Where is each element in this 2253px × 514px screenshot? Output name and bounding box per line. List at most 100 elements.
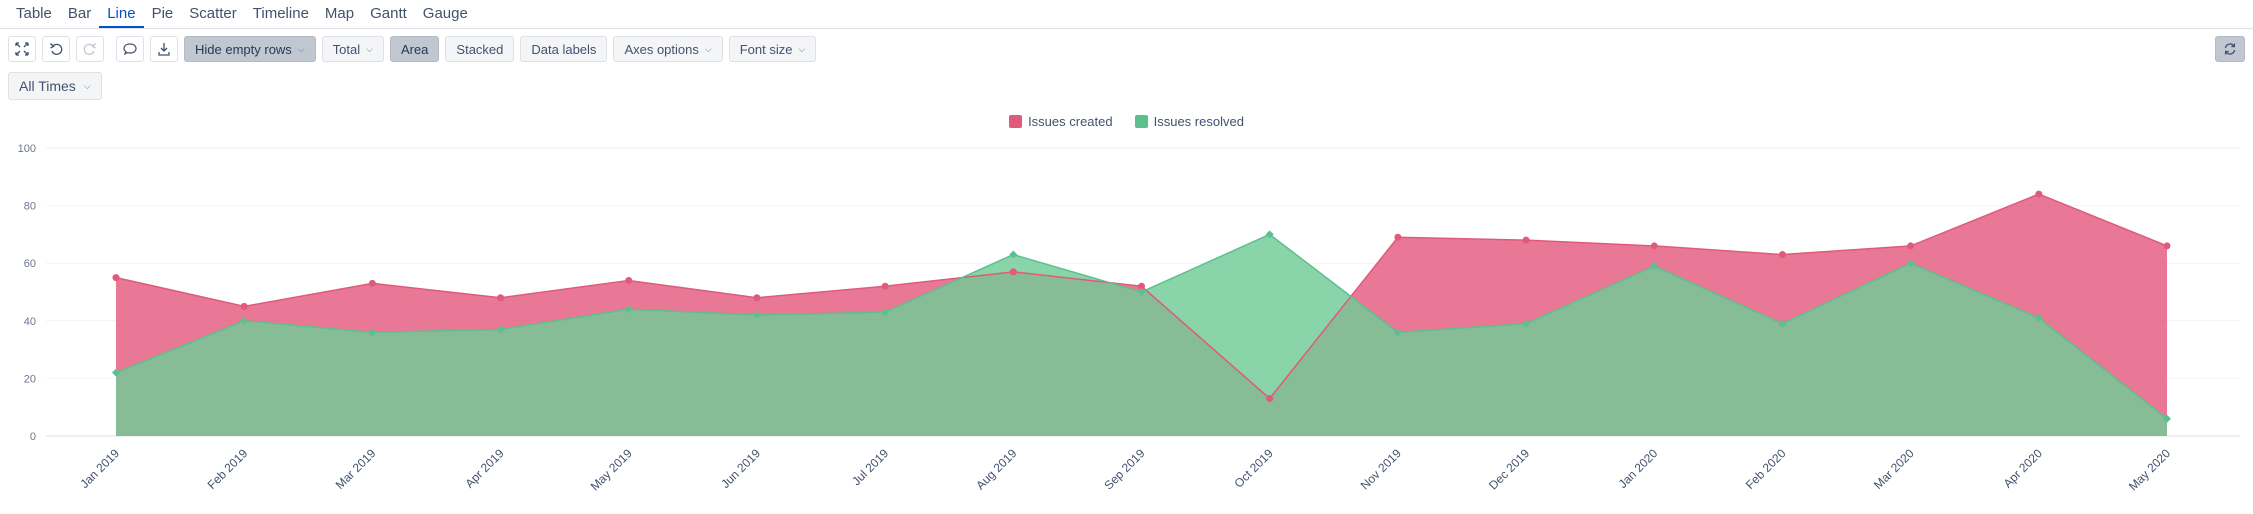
tab-pie[interactable]: Pie xyxy=(151,5,174,22)
fullscreen-button[interactable] xyxy=(8,36,36,62)
data-point-issues-resolved xyxy=(1009,250,1018,259)
data-point-issues-created xyxy=(1522,236,1530,244)
data-point-issues-resolved xyxy=(496,325,505,334)
legend-swatch-resolved xyxy=(1134,115,1148,128)
hide-empty-rows-dropdown[interactable]: Hide empty rows ⌵ xyxy=(184,36,316,62)
data-point-issues-created xyxy=(1907,242,1915,250)
data-point-issues-resolved xyxy=(1137,288,1146,296)
data-point-issues-resolved xyxy=(752,311,761,320)
legend-item-issues-resolved[interactable]: Issues resolved xyxy=(1134,114,1244,129)
y-tick-label: 80 xyxy=(24,201,36,213)
redo-button[interactable] xyxy=(76,36,104,62)
legend-item-issues-created[interactable]: Issues created xyxy=(1009,114,1113,129)
font-size-dropdown[interactable]: Font size ⌵ xyxy=(728,36,817,62)
legend-label-created: Issues created xyxy=(1028,114,1113,129)
area-label: Area xyxy=(400,41,429,57)
x-tick-label: Feb 2020 xyxy=(1743,446,1789,492)
x-tick-label: Jun 2019 xyxy=(718,446,763,491)
legend-swatch-created xyxy=(1009,115,1023,128)
stacked-label: Stacked xyxy=(456,41,504,57)
comment-button[interactable] xyxy=(116,36,144,62)
data-point-issues-created xyxy=(1778,251,1786,259)
chevron-down-icon: ⌵ xyxy=(83,80,91,91)
x-tick-label: Apr 2019 xyxy=(462,446,507,491)
x-tick-label: Nov 2019 xyxy=(1358,446,1404,492)
tab-line[interactable]: Line xyxy=(99,2,144,28)
data-point-issues-resolved xyxy=(1650,262,1659,271)
chevron-down-icon: ⌵ xyxy=(798,43,806,54)
y-tick-label: 60 xyxy=(24,258,36,270)
data-labels-toggle[interactable]: Data labels xyxy=(520,36,608,62)
tab-scatter[interactable]: Scatter xyxy=(189,5,237,22)
tab-timeline[interactable]: Timeline xyxy=(252,5,309,22)
data-point-issues-created xyxy=(240,302,248,310)
undo-button[interactable] xyxy=(42,36,70,62)
download-icon xyxy=(158,43,170,56)
data-point-issues-created xyxy=(1138,282,1145,290)
data-point-issues-created xyxy=(112,274,120,282)
undo-icon xyxy=(50,43,63,55)
data-point-issues-resolved xyxy=(112,368,120,377)
expand-icon xyxy=(15,42,29,56)
x-tick-label: May 2020 xyxy=(2126,446,2173,493)
data-point-issues-created xyxy=(881,282,889,290)
x-tick-label: Feb 2019 xyxy=(205,446,251,492)
x-tick-label: May 2019 xyxy=(588,446,635,493)
refresh-icon xyxy=(2224,43,2236,55)
x-tick-label: Sep 2019 xyxy=(1101,446,1147,492)
x-tick-label: Oct 2019 xyxy=(1231,446,1276,491)
data-point-issues-resolved xyxy=(2163,414,2171,423)
export-button[interactable] xyxy=(150,36,178,62)
axes-options-dropdown[interactable]: Axes options ⌵ xyxy=(613,36,723,62)
data-point-issues-resolved xyxy=(240,316,249,325)
x-tick-label: Aug 2019 xyxy=(973,446,1019,492)
refresh-button[interactable] xyxy=(2215,36,2245,62)
y-tick-label: 100 xyxy=(18,143,36,155)
time-filter-dropdown[interactable]: All Times ⌵ xyxy=(8,72,102,100)
data-point-issues-created xyxy=(1266,395,1274,403)
stacked-toggle[interactable]: Stacked xyxy=(445,36,515,62)
y-tick-label: 0 xyxy=(30,431,36,443)
data-point-issues-resolved xyxy=(1522,319,1531,328)
data-point-issues-resolved xyxy=(2034,313,2043,322)
data-point-issues-resolved xyxy=(881,308,890,317)
tab-table[interactable]: Table xyxy=(16,5,52,22)
axes-options-label: Axes options xyxy=(624,41,699,57)
tab-gantt[interactable]: Gantt xyxy=(370,5,407,22)
data-point-issues-resolved xyxy=(1906,259,1915,268)
data-point-issues-created xyxy=(1394,233,1402,241)
x-tick-label: Jan 2019 xyxy=(77,446,122,491)
chevron-down-icon: ⌵ xyxy=(704,43,712,54)
x-tick-label: Jan 2020 xyxy=(1616,446,1661,491)
time-filter-label: All Times xyxy=(19,78,76,94)
x-tick-label: Mar 2019 xyxy=(333,446,379,492)
data-point-issues-created xyxy=(625,276,633,284)
tab-gauge[interactable]: Gauge xyxy=(422,5,468,22)
chart-type-tabs: Table Bar Line Pie Scatter Timeline Map … xyxy=(0,0,2253,29)
chevron-down-icon: ⌵ xyxy=(297,43,305,54)
hide-empty-rows-label: Hide empty rows xyxy=(195,41,292,57)
data-point-issues-created xyxy=(1009,268,1017,276)
tab-map[interactable]: Map xyxy=(324,5,355,22)
data-point-issues-created xyxy=(368,279,376,287)
x-tick-label: Jul 2019 xyxy=(849,446,891,488)
data-point-issues-resolved xyxy=(624,305,633,314)
data-point-issues-resolved xyxy=(368,328,377,337)
x-tick-label: Mar 2020 xyxy=(1871,446,1917,492)
y-tick-label: 20 xyxy=(24,373,36,385)
comment-icon xyxy=(123,43,137,56)
font-size-label: Font size xyxy=(739,41,793,57)
data-labels-label: Data labels xyxy=(531,41,597,57)
chart-toolbar: Hide empty rows ⌵ Total ⌵ Area Stacked D… xyxy=(8,36,817,62)
tab-bar[interactable]: Bar xyxy=(67,5,92,22)
data-point-issues-resolved xyxy=(1393,328,1402,337)
area-toggle[interactable]: Area xyxy=(389,36,440,62)
data-point-issues-created xyxy=(497,294,505,302)
data-point-issues-resolved xyxy=(1778,319,1787,328)
y-tick-label: 40 xyxy=(24,316,36,328)
series-area-issues-resolved xyxy=(116,234,2167,436)
chevron-down-icon: ⌵ xyxy=(366,43,373,54)
total-dropdown[interactable]: Total ⌵ xyxy=(321,36,384,62)
x-tick-label: Apr 2020 xyxy=(2001,446,2046,491)
